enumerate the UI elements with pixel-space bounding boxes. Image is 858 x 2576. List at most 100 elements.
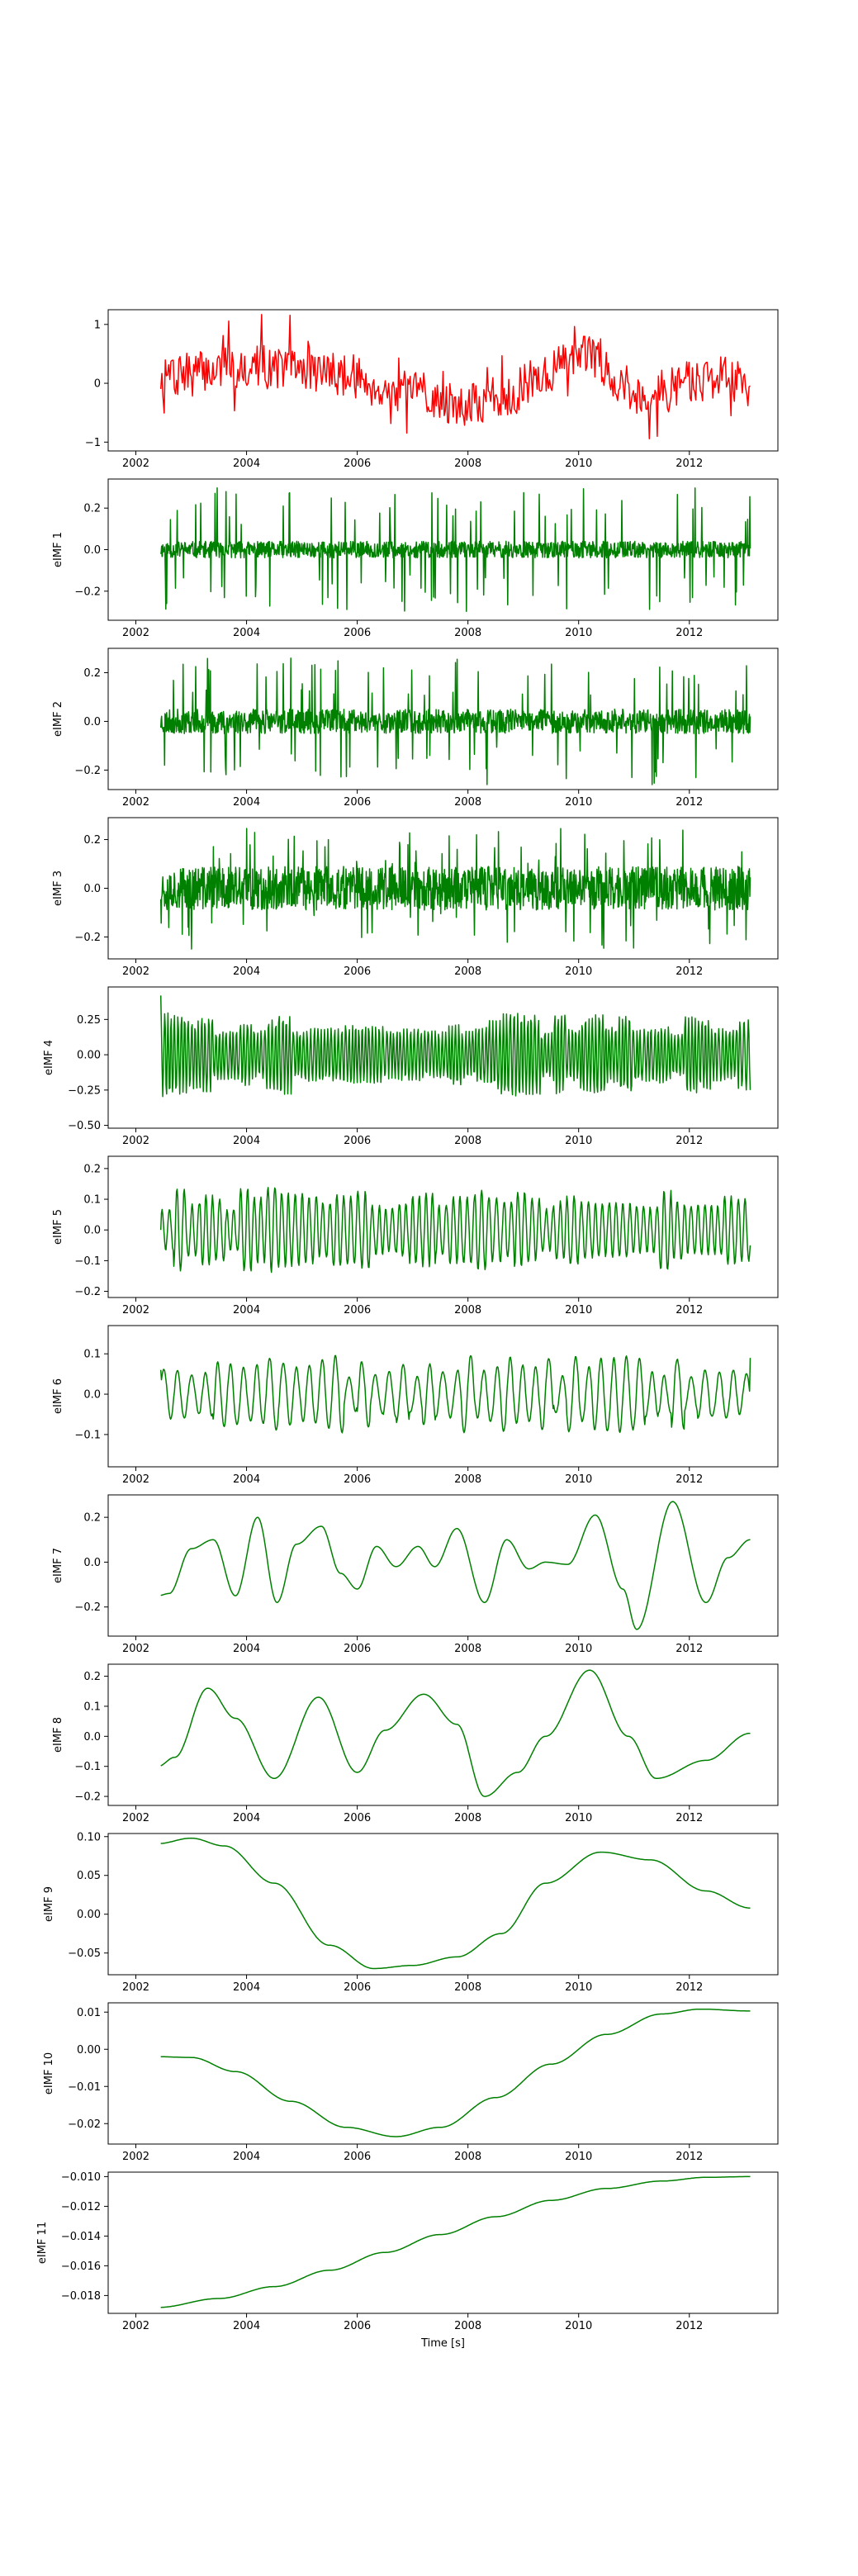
subplot-10: 2002 2004 2006 2008 2010 2012 −0.02 −0.01 0.00 0.… <box>43 2002 779 2163</box>
y-tick-label: −1 <box>85 437 101 449</box>
x-tick-label: 2004 <box>233 627 260 639</box>
y-axis-label: eIMF 2 <box>52 701 64 737</box>
y-tick-label: −0.2 <box>74 1601 101 1614</box>
x-tick-label: 2010 <box>565 1643 592 1655</box>
y-tick-label: 0.0 <box>83 1557 101 1569</box>
x-tick-label: 2004 <box>233 796 260 809</box>
y-tick-label: −0.05 <box>68 1947 101 1960</box>
x-tick-label: 2006 <box>344 627 371 639</box>
y-tick-label: 0.25 <box>77 1014 101 1027</box>
x-tick-label: 2008 <box>454 627 481 639</box>
x-tick-label: 2012 <box>675 1812 703 1824</box>
y-tick-label: −0.02 <box>68 2118 101 2131</box>
x-tick-label: 2006 <box>344 2151 371 2163</box>
subplot-2: 2002 2004 2006 2008 2010 2012 −0.2 0.0 0.2 eIMF 2 <box>52 648 779 809</box>
x-tick-label: 2008 <box>454 1135 481 1147</box>
x-tick-label: 2012 <box>675 1981 703 1994</box>
y-tick-label: −0.014 <box>61 2231 101 2243</box>
y-tick-label: −0.012 <box>61 2201 101 2213</box>
x-tick-label: 2002 <box>122 2151 149 2163</box>
series-line-5-0 <box>159 1187 751 1274</box>
x-tick-label: 2010 <box>565 1812 592 1824</box>
x-tick-label: 2012 <box>675 1473 703 1486</box>
x-tick-label: 2008 <box>454 2151 481 2163</box>
x-tick-label: 2008 <box>454 1473 481 1486</box>
x-tick-label: 2002 <box>122 458 149 470</box>
y-tick-label: −0.01 <box>68 2081 101 2094</box>
x-tick-label: 2008 <box>454 458 481 470</box>
x-tick-label: 2008 <box>454 1812 481 1824</box>
series-line-9-0 <box>160 1837 751 1970</box>
series-line-4-0 <box>159 995 751 1098</box>
x-tick-label: 2004 <box>233 965 260 978</box>
series-line-11-0 <box>160 2175 751 2308</box>
series-line-2-0 <box>159 657 751 785</box>
x-tick-label: 2012 <box>675 627 703 639</box>
x-tick-label: 2012 <box>675 2320 703 2332</box>
x-tick-label: 2002 <box>122 1643 149 1655</box>
subplot-9: 2002 2004 2006 2008 2010 2012 −0.05 0.00 0.05 0.1… <box>43 1831 779 1994</box>
y-tick-label: −0.016 <box>61 2261 101 2273</box>
series-line-3-0 <box>159 828 751 950</box>
plot-frame <box>107 1325 779 1468</box>
x-tick-label: 2002 <box>122 1981 149 1994</box>
x-tick-label: 2012 <box>675 2151 703 2163</box>
y-tick-label: 0.00 <box>77 2044 101 2057</box>
x-tick-label: 2002 <box>122 1304 149 1316</box>
x-tick-label: 2002 <box>122 1135 149 1147</box>
subplot-4: 2002 2004 2006 2008 2010 2012 −0.50 −0.25 0.00 0.… <box>43 986 779 1147</box>
plot-frame <box>107 1494 779 1637</box>
y-tick-label: −0.2 <box>74 586 101 598</box>
y-tick-label: 0.10 <box>77 1831 101 1843</box>
y-tick-label: 0.0 <box>83 883 101 895</box>
y-tick-label: 0.00 <box>77 1909 101 1921</box>
plot-frame <box>107 309 779 452</box>
series-line-0-0 <box>159 314 751 439</box>
y-tick-label: 0.1 <box>83 1701 101 1713</box>
x-tick-label: 2010 <box>565 1304 592 1316</box>
x-tick-label: 2010 <box>565 1473 592 1486</box>
series-line-8-0 <box>160 1669 751 1797</box>
series-line-7-0 <box>160 1501 751 1630</box>
plot-frame <box>107 648 779 790</box>
x-tick-label: 2008 <box>454 2320 481 2332</box>
x-tick-label: 2004 <box>233 1643 260 1655</box>
y-tick-label: −0.010 <box>61 2171 101 2184</box>
y-tick-label: −0.1 <box>74 1761 101 1773</box>
x-tick-label: 2006 <box>344 1135 371 1147</box>
y-axis-label: eIMF 6 <box>52 1378 64 1414</box>
x-tick-label: 2006 <box>344 1981 371 1994</box>
subplot-7: 2002 2004 2006 2008 2010 2012 −0.2 0.0 0.2 eIMF 7 <box>52 1494 779 1655</box>
y-tick-label: −0.50 <box>68 1120 101 1132</box>
x-tick-label: 2012 <box>675 965 703 978</box>
y-tick-label: 0.1 <box>83 1349 101 1361</box>
series-line-6-0 <box>159 1354 751 1434</box>
y-tick-label: 0.2 <box>83 834 101 847</box>
plot-frame <box>107 1663 779 1806</box>
x-tick-label: 2004 <box>233 1812 260 1824</box>
x-tick-label: 2004 <box>233 1981 260 1994</box>
x-tick-label: 2004 <box>233 1304 260 1316</box>
x-axis-label: Time [s] <box>420 2337 465 2350</box>
x-tick-label: 2012 <box>675 458 703 470</box>
plot-frame <box>107 1155 779 1298</box>
x-tick-label: 2006 <box>344 796 371 809</box>
subplot-3: 2002 2004 2006 2008 2010 2012 −0.2 0.0 0.2 eIMF 3 <box>52 817 779 978</box>
x-tick-label: 2010 <box>565 1135 592 1147</box>
y-axis-label: eIMF 4 <box>43 1040 55 1075</box>
y-tick-label: −0.018 <box>61 2290 101 2303</box>
x-tick-label: 2008 <box>454 1643 481 1655</box>
x-tick-label: 2006 <box>344 2320 371 2332</box>
y-tick-label: 0.0 <box>83 544 101 557</box>
x-tick-label: 2004 <box>233 1135 260 1147</box>
x-tick-label: 2006 <box>344 1812 371 1824</box>
x-tick-label: 2010 <box>565 2151 592 2163</box>
x-tick-label: 2006 <box>344 1643 371 1655</box>
y-tick-label: −0.1 <box>74 1429 101 1441</box>
y-tick-label: 0.2 <box>83 667 101 680</box>
x-tick-label: 2010 <box>565 1981 592 1994</box>
x-tick-label: 2010 <box>565 458 592 470</box>
y-tick-label: 0.0 <box>83 716 101 728</box>
subplot-11: 2002 2004 2006 2008 2010 2012 −0.018 −0.016 −0.0… <box>36 2171 779 2350</box>
